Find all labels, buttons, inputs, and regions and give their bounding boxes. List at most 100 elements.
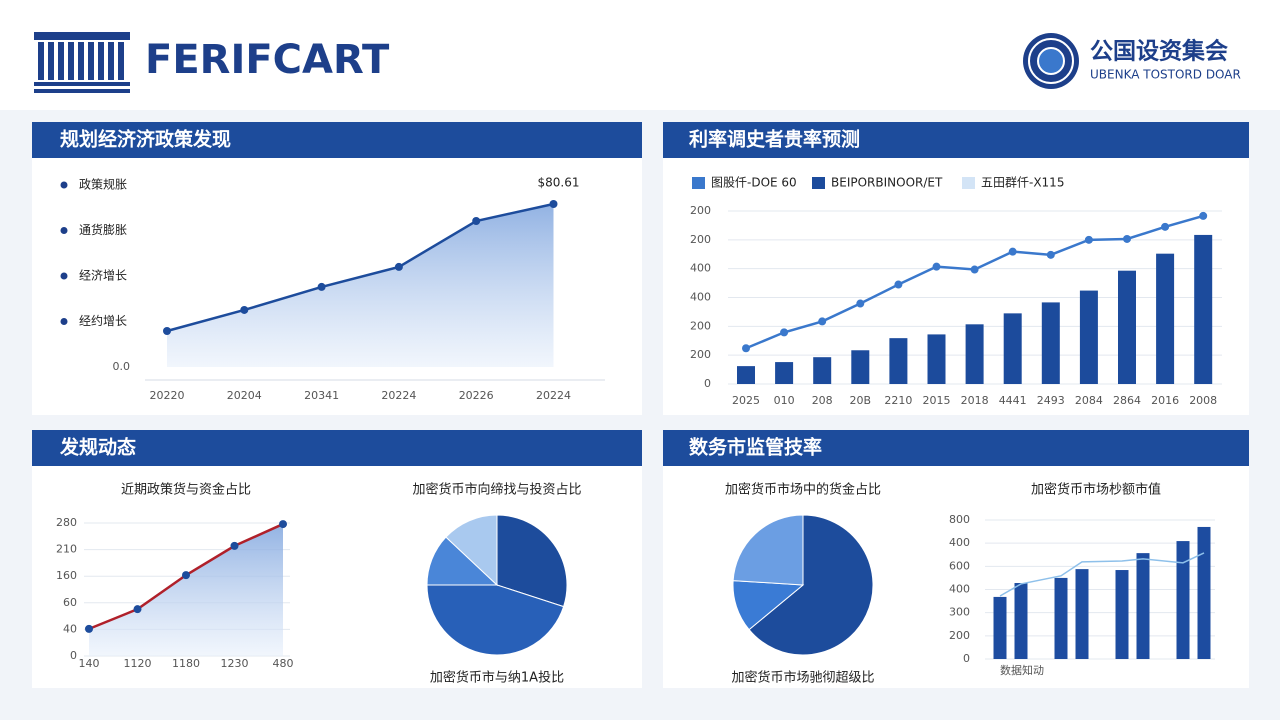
panel-title: 发规动态 <box>59 436 136 459</box>
bar <box>1054 577 1068 659</box>
bullet <box>60 318 68 325</box>
chart-title: 加密货币市场杪额市值 <box>1031 482 1161 498</box>
x-tick-label: 2493 <box>1037 394 1065 407</box>
chart-title: 加密货币市向缔找与投资占比 <box>412 482 581 498</box>
bullet-label: 经济增长 <box>79 268 127 283</box>
panel-title: 数务市监管技率 <box>689 436 822 459</box>
x-tick-label: 480 <box>273 657 294 670</box>
x-tick-label: 20224 <box>536 389 571 402</box>
bar <box>1118 270 1136 384</box>
bar <box>993 596 1007 659</box>
pie-slice <box>445 514 498 587</box>
x-tick-label: 20224 <box>381 389 416 402</box>
y-tick-label: 210 <box>56 543 77 556</box>
x-tick-label: 2025 <box>732 394 760 407</box>
chart-caption: 加密货币市与纳1A投比 <box>430 670 564 686</box>
org-emblem <box>1023 33 1079 89</box>
x-tick-label: 140 <box>79 657 100 670</box>
legend-label: 五田群仟-X115 <box>981 176 1064 190</box>
y-tick-label: 300 <box>949 606 970 619</box>
bar <box>813 357 832 384</box>
y-tick-label: 400 <box>690 291 711 304</box>
y-tick-label: 280 <box>56 516 77 529</box>
x-tick-label: 010 <box>774 394 795 407</box>
bar <box>737 366 755 384</box>
bullet-label: 政策规胀 <box>79 177 127 192</box>
marker <box>549 199 558 208</box>
x-tick-label: 2210 <box>884 394 912 407</box>
panel-header <box>663 122 1249 158</box>
bar <box>1014 583 1028 659</box>
bar <box>1075 569 1089 659</box>
chart-caption: 加密货币市场驰彻超级比 <box>731 670 874 686</box>
marker <box>1046 250 1055 259</box>
marker <box>932 262 941 271</box>
panel-header <box>32 430 642 466</box>
x-tick-label: 2015 <box>923 394 951 407</box>
y-tick-label: 160 <box>56 569 77 582</box>
y-tick-label: 200 <box>949 629 970 642</box>
marker <box>894 280 903 289</box>
bar <box>1041 302 1060 384</box>
area <box>167 203 554 367</box>
panel-title: 规划经济济政策发现 <box>60 128 231 151</box>
marker <box>856 299 865 308</box>
x-tick-label: 2084 <box>1075 394 1103 407</box>
y-tick-label: 0 <box>704 377 711 390</box>
org-subtitle: UBENKA TOSTORD DOAR <box>1090 68 1241 82</box>
bar <box>775 362 794 384</box>
y-tick-label: 400 <box>690 262 711 275</box>
line <box>166 202 554 333</box>
x-tick-label: 4441 <box>999 394 1027 407</box>
x-tick-label: 2864 <box>1113 394 1141 407</box>
y-tick-label: 0 <box>70 649 77 662</box>
bullet <box>60 272 68 280</box>
x-tick-label: 208 <box>812 394 833 407</box>
x-tick-label: 数据知动 <box>1000 663 1044 677</box>
pie-slice <box>748 514 874 656</box>
logo-icon <box>34 32 130 93</box>
marker <box>1161 222 1170 231</box>
marker <box>780 328 789 337</box>
panel-header <box>32 122 642 158</box>
marker <box>1008 247 1017 256</box>
value-label: $80.61 <box>538 175 580 189</box>
legend-label: BEIPORBINOOR/ET <box>831 176 943 190</box>
bar <box>927 334 946 384</box>
bar <box>1176 541 1190 659</box>
bullet <box>60 181 68 189</box>
y-tick-label: 200 <box>690 348 711 361</box>
marker <box>970 265 979 274</box>
marker <box>472 216 481 225</box>
bar <box>1136 553 1150 659</box>
x-tick-label: 20220 <box>150 389 185 402</box>
x-tick-label: 20B <box>850 394 872 407</box>
marker <box>818 317 827 326</box>
bar <box>851 350 870 384</box>
marker <box>163 327 171 336</box>
y-tick-label: 800 <box>949 513 970 526</box>
legend-swatch <box>962 177 975 189</box>
bullet-label: 通货膨胀 <box>79 222 127 237</box>
legend-swatch <box>692 177 705 189</box>
marker <box>317 282 326 291</box>
marker <box>1123 234 1131 243</box>
marker <box>279 520 287 529</box>
panel-header <box>663 430 1249 466</box>
pie-slice <box>496 514 568 608</box>
x-tick-label: 1230 <box>221 657 249 670</box>
marker <box>230 541 239 550</box>
y-tick-label: 60 <box>63 596 77 609</box>
marker <box>394 262 403 271</box>
bar <box>889 338 908 384</box>
bar <box>1079 290 1098 384</box>
chart-title: 加密货币市场中的货金占比 <box>725 482 881 498</box>
bar <box>1115 570 1129 659</box>
line <box>999 552 1205 597</box>
pie-slice <box>732 514 804 586</box>
y-tick-label: 40 <box>63 622 77 635</box>
bar <box>1197 526 1211 659</box>
x-tick-label: 2008 <box>1189 394 1217 407</box>
y-tick-label: 200 <box>690 204 711 217</box>
